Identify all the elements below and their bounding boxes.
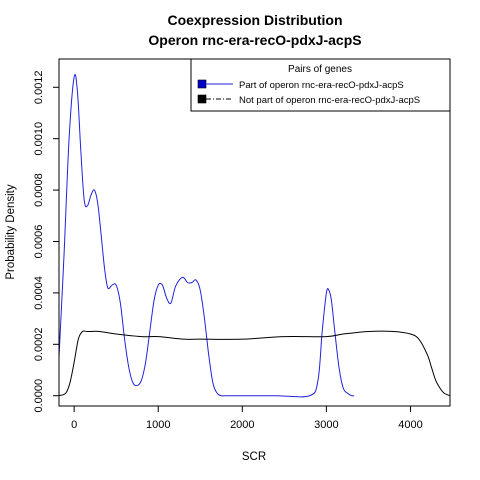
y-tick-label: 0.0004: [33, 276, 45, 310]
y-tick-label: 0.0000: [33, 379, 45, 413]
x-tick-label: 3000: [314, 419, 338, 431]
legend-label-part: Part of operon rnc-era-recO-pdxJ-acpS: [239, 80, 404, 91]
x-axis-label: SCR: [242, 451, 266, 463]
chart-title-line-2: Operon rnc-era-recO-pdxJ-acpS: [148, 32, 361, 48]
y-tick-label: 0.0002: [33, 327, 45, 361]
legend-box: [190, 58, 451, 112]
x-tick-label: 0: [71, 419, 77, 431]
legend: Pairs of genes Part of operon rnc-era-re…: [190, 58, 451, 112]
chart-title-line-1: Coexpression Distribution: [167, 12, 342, 28]
x-axis: 0 1000 2000 3000 4000: [71, 406, 423, 431]
y-tick-label: 0.0012: [33, 70, 45, 104]
y-tick-label: 0.0010: [33, 122, 45, 156]
legend-label-not-part: Not part of operon rnc-era-recO-pdxJ-acp…: [239, 95, 420, 106]
legend-swatch-not-part: [197, 94, 207, 104]
legend-title: Pairs of genes: [288, 64, 352, 75]
y-tick-label: 0.0006: [33, 225, 45, 259]
y-axis-label: Probability Density: [5, 184, 17, 279]
y-tick-label: 0.0008: [33, 173, 45, 207]
x-tick-label: 1000: [146, 419, 170, 431]
y-axis: 0.0000 0.0002 0.0004 0.0006 0.0008 0.0010 0.00…: [33, 70, 59, 413]
x-tick-label: 2000: [230, 419, 254, 431]
x-tick-label: 4000: [398, 419, 422, 431]
series-line-part-of-operon: [58, 73, 355, 398]
series-layer: [58, 73, 451, 398]
series-line-not-part-of-operon: [58, 330, 451, 397]
legend-swatch-part: [197, 79, 207, 89]
